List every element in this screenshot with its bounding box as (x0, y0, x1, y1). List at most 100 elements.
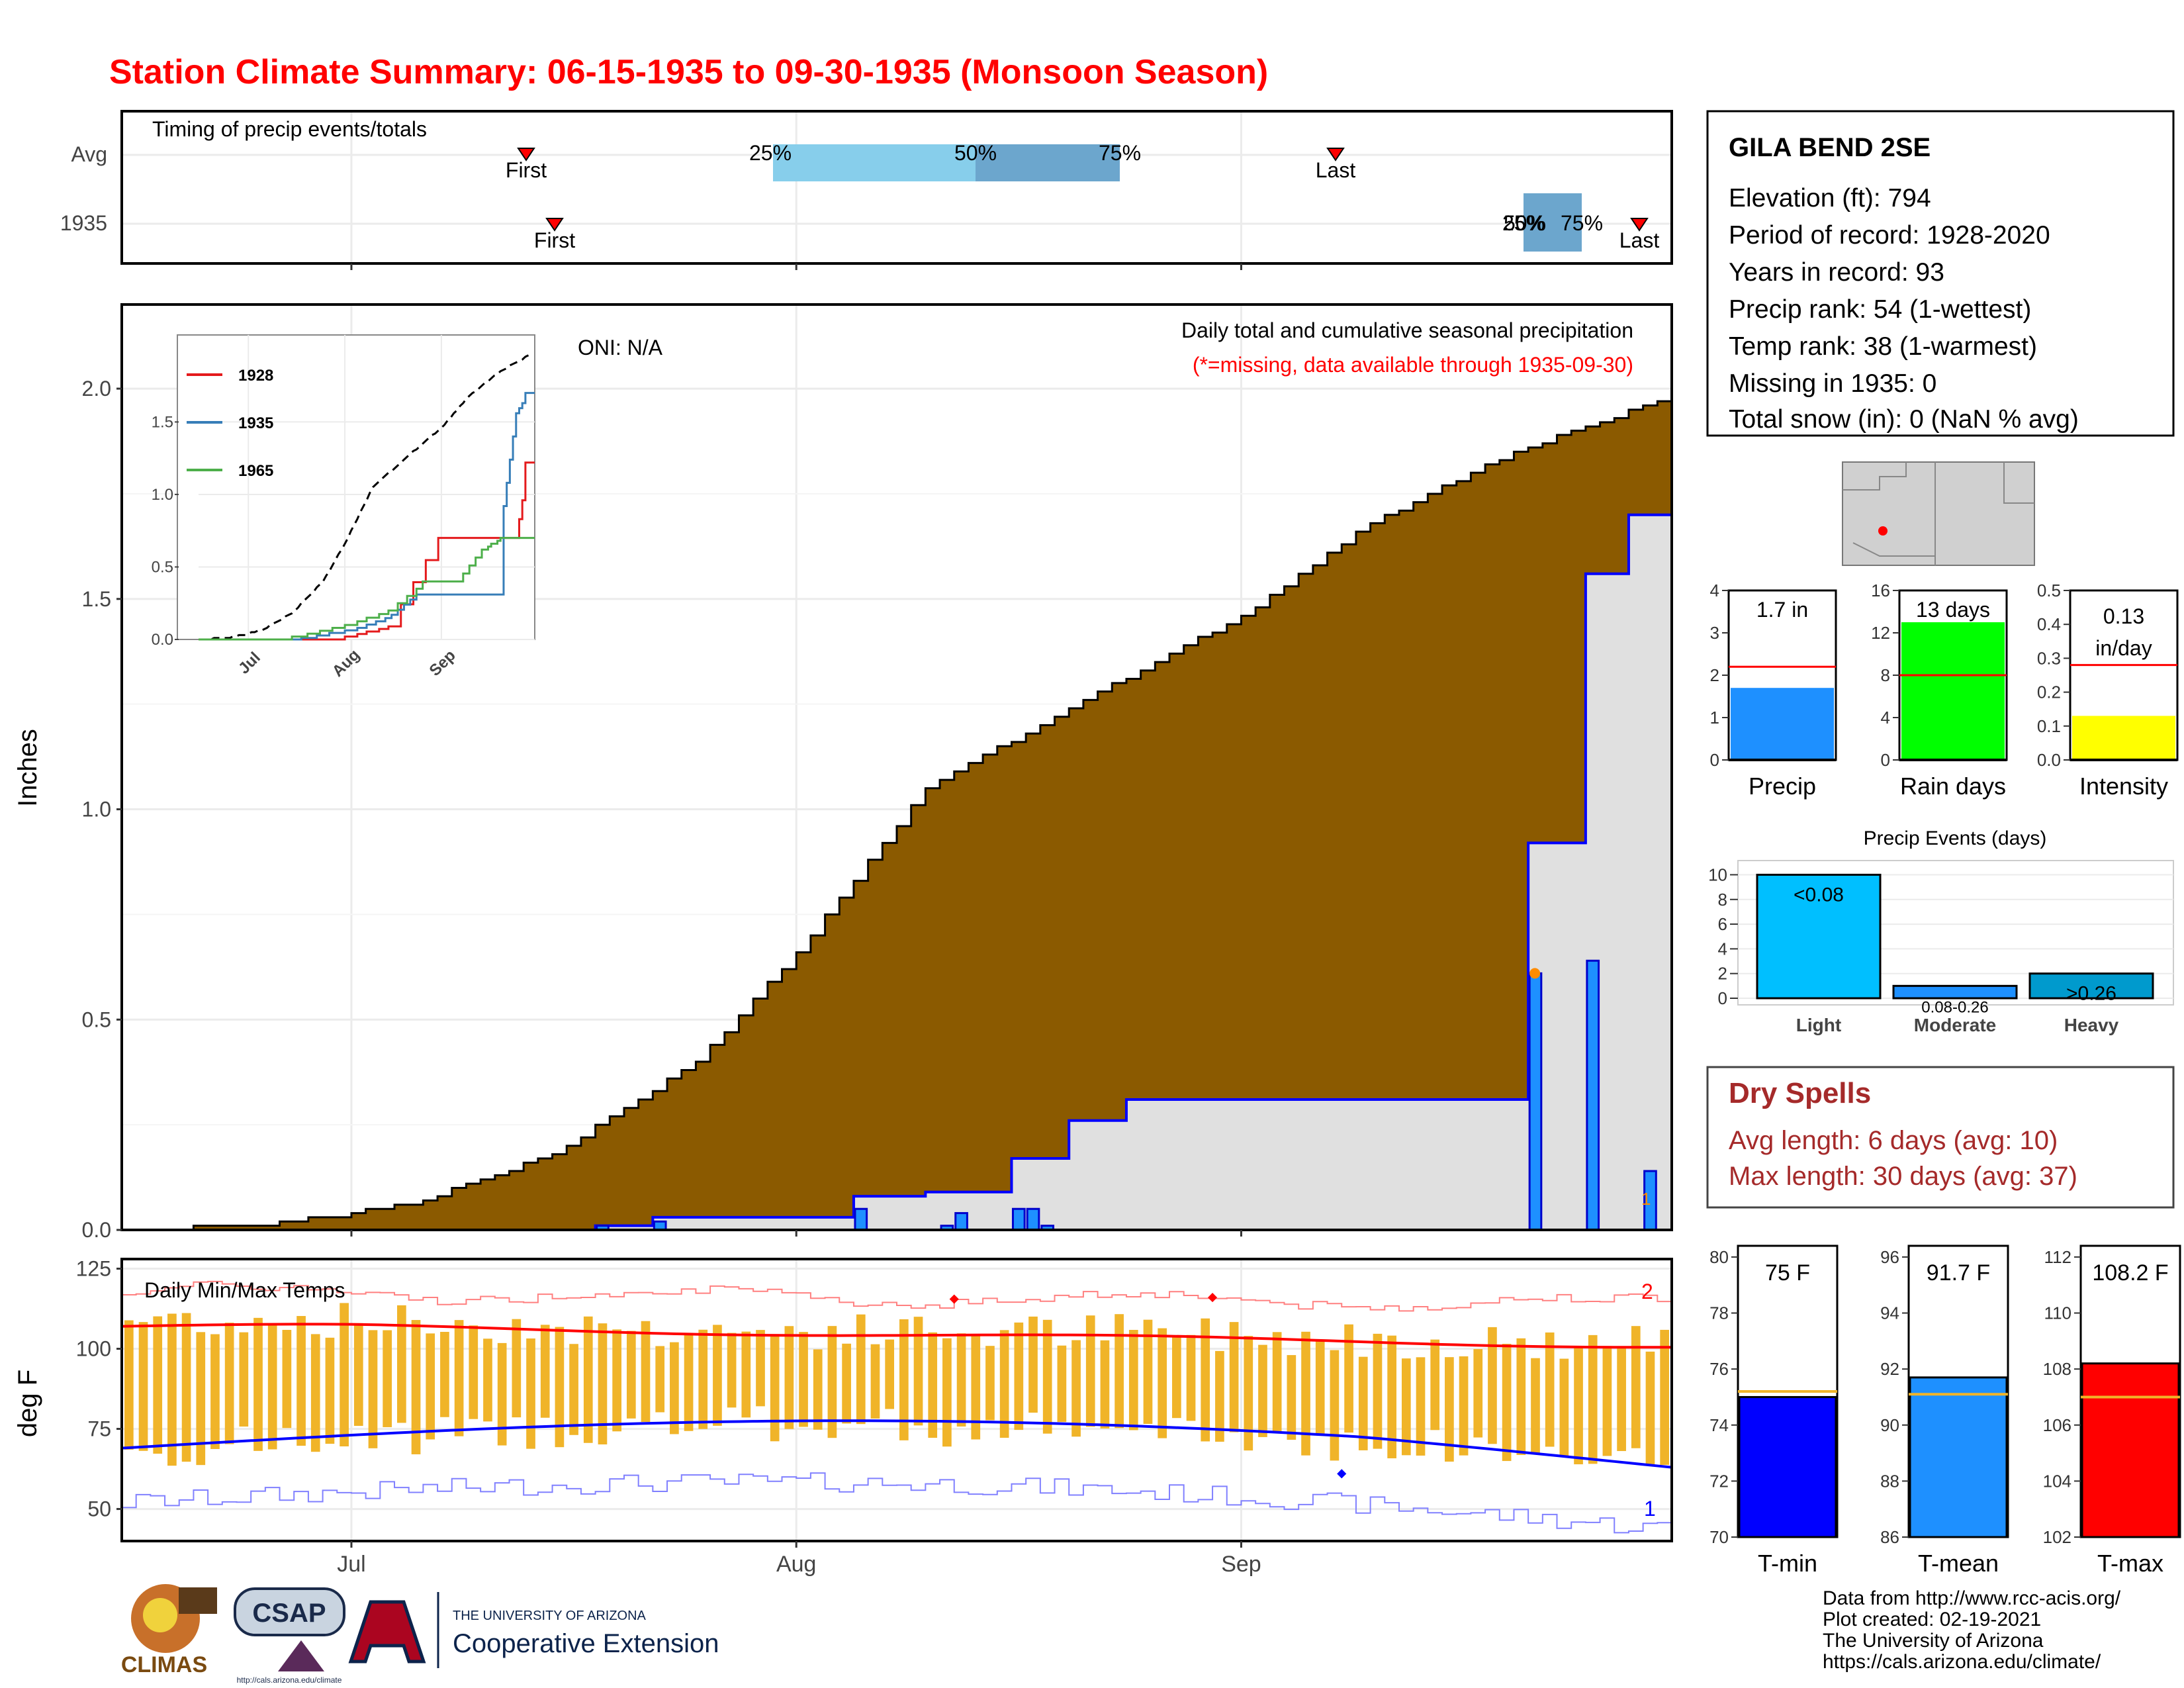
inset-ytick-label: 1.5 (152, 413, 173, 431)
daily-temp-bar (1115, 1314, 1124, 1429)
precip-summary-bar (1731, 688, 1834, 760)
daily-temp-bar (1301, 1331, 1310, 1456)
temp-panel-frame (120, 1258, 1673, 1542)
intensity-ytick-label: 0.5 (2037, 581, 2061, 600)
footer-line: https://cals.arizona.edu/climate/ (1823, 1651, 2101, 1673)
daily-temp-bar (167, 1313, 177, 1466)
record-min-line (122, 1472, 1672, 1534)
timing-row-label-year: 1935 (60, 211, 107, 235)
daily-temp-bar (612, 1329, 621, 1432)
daily-temp-bar (913, 1317, 923, 1426)
tmin-label: T-min (1758, 1550, 1817, 1577)
daily-temp-bar (1416, 1357, 1426, 1456)
climas-logo-mark (179, 1587, 217, 1614)
daily-temp-bar (512, 1319, 522, 1418)
daily-temp-bar (641, 1321, 651, 1423)
tmax-summary-bar (2081, 1362, 2180, 1538)
daily-temp-bar (1344, 1324, 1353, 1433)
tmax-ytick-label: 102 (2043, 1527, 2071, 1547)
daily-temp-bar (1387, 1335, 1396, 1459)
temp-xtick-label: Jul (337, 1552, 365, 1577)
daily-temp-bar (1215, 1350, 1224, 1442)
station-line: Elevation (ft): 794 (1729, 184, 1931, 212)
avg-last-label: Last (1316, 158, 1356, 182)
inset-avg-line (199, 353, 532, 641)
ua-a-icon (348, 1600, 426, 1664)
events-ytick-label: 0 (1718, 988, 1727, 1008)
record-high-marker (1208, 1293, 1218, 1303)
daily-temp-bar (383, 1330, 392, 1427)
year-last-marker (1630, 218, 1649, 232)
map-border (1843, 462, 1907, 491)
avg-first-marker (517, 148, 535, 162)
daily-temp-bar (253, 1317, 263, 1451)
tmax-value-label: 108.2 F (2092, 1260, 2168, 1286)
station-line: Years in record: 93 (1729, 258, 1944, 287)
year-first-label: First (534, 228, 575, 252)
daily-temp-bar (698, 1329, 708, 1429)
precip-value-label: 1.7 in (1756, 598, 1808, 622)
daily-temp-bar (1488, 1327, 1497, 1444)
daily-temp-bar (224, 1323, 234, 1444)
daily-temp-bar (756, 1330, 765, 1407)
inset-ytick-label: 0.5 (152, 558, 173, 576)
daily-temp-bar (1014, 1322, 1024, 1430)
intensity-label: Intensity (2079, 773, 2168, 800)
climas-logo-mark (143, 1598, 177, 1632)
events-bar-value: 0.08-0.26 (1921, 998, 1988, 1016)
avg-first-label: First (506, 158, 547, 182)
inset-ytick-label: 1.0 (152, 486, 173, 504)
current-cumulative-area (122, 514, 1672, 1230)
csap-url: http://cals.arizona.edu/climate (237, 1675, 342, 1685)
precip-panel-frame (120, 303, 1673, 1231)
temp-ytick-label: 100 (76, 1337, 111, 1361)
daily-temp-bar (870, 1344, 880, 1419)
footer-line: The University of Arizona (1823, 1630, 2044, 1652)
temp-axis-label: deg F (13, 1370, 42, 1437)
avg-last-marker (1326, 148, 1345, 162)
daily-precip-bar (854, 1207, 868, 1231)
daily-temp-bar (1502, 1344, 1512, 1462)
daily-temp-bar (1545, 1332, 1555, 1447)
daily-temp-bar (325, 1337, 335, 1444)
tmax-ytick-label: 106 (2043, 1415, 2071, 1435)
station-line: Precip rank: 54 (1-wettest) (1729, 295, 2031, 324)
daily-temp-bar (310, 1334, 320, 1452)
daily-temp-bar (999, 1330, 1009, 1438)
daily-temp-bar (799, 1332, 808, 1427)
events-bar-heavy (2028, 972, 2154, 1000)
events-bar-value: <0.08 (1794, 884, 1844, 906)
station-info-frame (1706, 110, 2175, 437)
avg-q50-label: 50% (954, 141, 997, 165)
events-xtick-label: Moderate (1914, 1015, 1996, 1035)
daily-temp-bar (1272, 1332, 1282, 1432)
precip-ytick-label: 0 (1710, 750, 1719, 770)
daily-temp-bar (296, 1316, 306, 1446)
daily-temp-bar (655, 1346, 665, 1413)
daily-temp-bar (1229, 1322, 1239, 1432)
precip-flag-dot (1529, 968, 1541, 979)
events-ytick-label: 2 (1718, 964, 1727, 984)
intensity-ytick-label: 0.1 (2037, 716, 2061, 736)
timing-row-label-avg: Avg (71, 142, 107, 166)
daily-temp-bar (196, 1332, 206, 1466)
daily-temp-bar (583, 1316, 593, 1443)
daily-temp-bar (1559, 1358, 1569, 1457)
tmin-ytick-label: 74 (1709, 1415, 1729, 1435)
daily-temp-bar (239, 1332, 249, 1427)
daily-temp-bar (1473, 1348, 1483, 1438)
tmin-ytick-label: 80 (1709, 1247, 1729, 1267)
daily-temp-bar (1401, 1358, 1411, 1456)
daily-temp-bar (626, 1331, 636, 1419)
daily-precip-bar (1586, 959, 1600, 1231)
precip-summary-baseline (1729, 759, 1836, 761)
daily-temp-bar (885, 1339, 894, 1409)
precip-ytick-label: 2 (1710, 665, 1719, 685)
avg-q25-label: 25% (749, 141, 792, 165)
ua-logo: THE UNIVERSITY OF ARIZONA Cooperative Ex… (348, 1592, 719, 1668)
daily-temp-bar (1588, 1335, 1598, 1464)
raindays-value-label: 13 days (1916, 598, 1990, 622)
record-high-marker (949, 1294, 959, 1304)
